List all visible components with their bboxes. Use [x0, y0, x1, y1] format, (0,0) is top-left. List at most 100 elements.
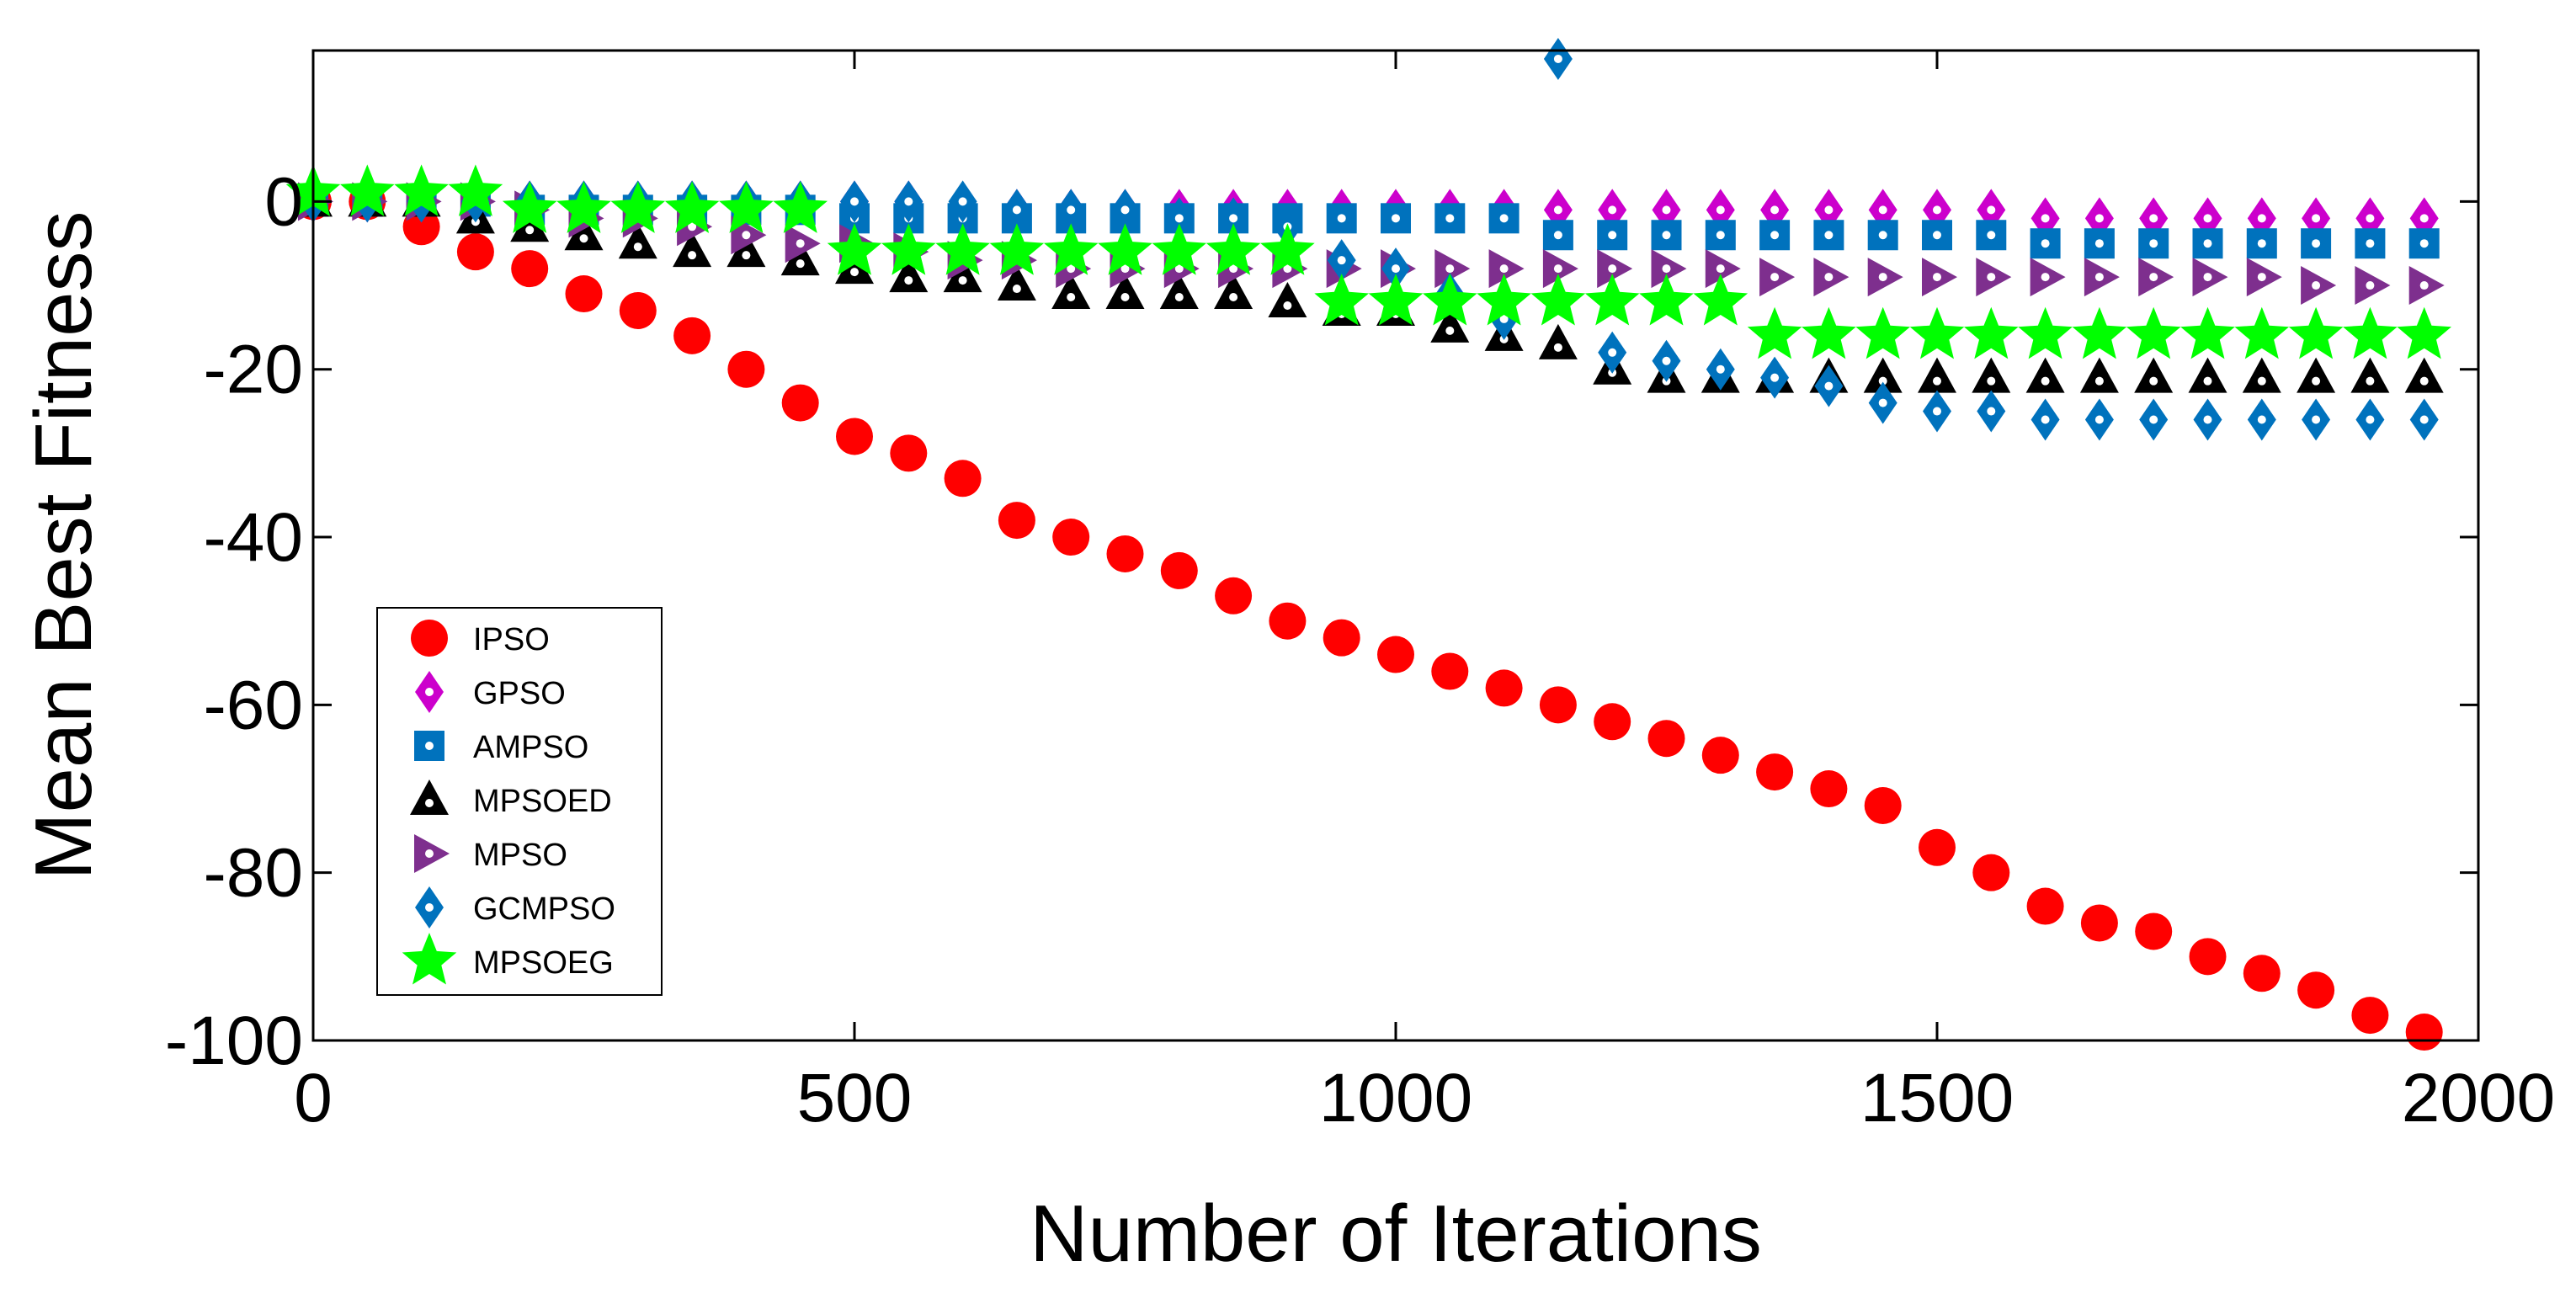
marker-mpsoed-1450 — [1863, 357, 1903, 393]
marker-mpsoed-1950-dot — [2419, 376, 2429, 386]
marker-mpsoed-1700-dot — [2149, 376, 2158, 386]
marker-mpsoed-1600 — [2025, 357, 2065, 393]
marker-ampso-950-dot — [1337, 214, 1346, 223]
marker-mpsoeg-50 — [340, 164, 395, 216]
marker-mpso-900-dot — [1283, 264, 1292, 274]
marker-mpsoed-900-dot — [1283, 301, 1292, 310]
marker-ipso-400 — [727, 350, 765, 388]
marker-mpsoed-500-dot — [850, 268, 859, 277]
marker-ipso-1350 — [1756, 753, 1794, 791]
marker-mpsoeg-750 — [1098, 223, 1152, 275]
legend-entry-mpso: MPSO — [414, 834, 567, 873]
marker-gcmpso-1400-dot — [1824, 381, 1834, 391]
marker-ipso-1050 — [1431, 652, 1469, 690]
marker-gpso-1700-dot — [2149, 214, 2158, 223]
marker-ipso-1500 — [1919, 828, 1956, 866]
marker-mpso-800-dot — [1174, 264, 1184, 274]
marker-ampso-1100-dot — [1499, 214, 1509, 223]
marker-mpsoeg-100 — [394, 164, 449, 216]
marker-gcmpso-550-dot — [904, 197, 913, 206]
marker-ampso-1250-dot — [1662, 231, 1671, 240]
marker-gpso-1550-dot — [1987, 205, 1996, 215]
legend-label: IPSO — [473, 622, 550, 657]
marker-gpso-1850-dot — [2312, 214, 2321, 223]
legend-marker-gcmpso-dot — [425, 903, 434, 912]
marker-mpso-1550-dot — [1987, 273, 1996, 282]
marker-ipso-850 — [1215, 577, 1253, 615]
marker-mpso-1450-dot — [1878, 273, 1887, 282]
marker-gcmpso-1450-dot — [1878, 398, 1887, 407]
marker-ampso-1850-dot — [2312, 239, 2321, 248]
marker-mpso-1400-dot — [1824, 273, 1834, 282]
marker-mpsoed-1450-dot — [1878, 376, 1887, 386]
marker-gpso-1600-dot — [2041, 214, 2050, 223]
marker-gcmpso-650-dot — [1012, 205, 1021, 215]
marker-gpso-1650-dot — [2094, 214, 2104, 223]
marker-mpsoeg-1200 — [1584, 274, 1640, 326]
marker-gcmpso-1950-dot — [2419, 415, 2429, 424]
marker-gcmpso-1700-dot — [2149, 415, 2158, 424]
marker-ampso-1150-dot — [1553, 231, 1562, 240]
marker-mpsoed-850 — [1214, 274, 1253, 310]
marker-mpsoed-800-dot — [1174, 293, 1184, 302]
marker-mpsoed-900 — [1268, 281, 1307, 317]
marker-gcmpso-800-dot — [1174, 214, 1184, 223]
marker-gpso-1950-dot — [2419, 214, 2429, 223]
marker-mpso-850-dot — [1229, 264, 1238, 274]
marker-mpso-1350-dot — [1770, 273, 1780, 282]
marker-mpsoed-250 — [564, 215, 604, 251]
marker-mpsoeg-1650 — [2072, 306, 2127, 359]
marker-ampso-1000-dot — [1392, 214, 1400, 223]
marker-mpso-1950-dot — [2419, 281, 2429, 290]
legend-marker-mpsoed — [410, 780, 449, 815]
marker-mpsoeg-1000 — [1368, 274, 1424, 326]
marker-ampso-1350-dot — [1770, 231, 1780, 240]
legend-label: MPSOEG — [473, 945, 614, 981]
x-tick-label: 1500 — [1860, 1060, 2014, 1136]
marker-mpsoed-1900-dot — [2366, 376, 2375, 386]
marker-ipso-1300 — [1701, 737, 1739, 774]
marker-gpso-1350-dot — [1770, 205, 1780, 215]
marker-mpsoed-600-dot — [958, 276, 967, 285]
marker-mpso-400-dot — [742, 231, 751, 240]
marker-ampso-1800-dot — [2257, 239, 2266, 248]
legend-label: MPSOED — [473, 784, 612, 819]
marker-mpsoed-1750-dot — [2203, 376, 2212, 386]
legend-label: MPSO — [473, 838, 567, 873]
marker-mpsoed-1700 — [2134, 357, 2174, 393]
marker-mpsoed-1800 — [2242, 357, 2281, 393]
legend-marker-ampso-dot — [425, 742, 434, 750]
marker-gcmpso-1250-dot — [1662, 356, 1671, 365]
marker-mpsoeg-1150 — [1530, 274, 1586, 326]
marker-ampso-1200-dot — [1608, 231, 1617, 240]
legend-entry-mpsoeg: MPSOEG — [402, 933, 614, 985]
marker-mpsoed-1950 — [2404, 357, 2444, 393]
y-tick-label: 0 — [264, 163, 303, 240]
marker-gcmpso-1800-dot — [2257, 415, 2266, 424]
marker-ampso-1050-dot — [1445, 214, 1455, 223]
marker-mpsoed-350-dot — [688, 251, 697, 260]
marker-ampso-1600-dot — [2041, 239, 2050, 248]
marker-gpso-1750-dot — [2203, 214, 2212, 223]
marker-ampso-1300-dot — [1716, 231, 1725, 240]
marker-mpsoeg-650 — [989, 223, 1045, 275]
marker-ipso-1100 — [1485, 669, 1523, 707]
marker-ipso-1450 — [1864, 786, 1902, 824]
marker-mpsoeg-300 — [610, 181, 666, 233]
marker-mpsoed-800 — [1159, 274, 1199, 310]
marker-gcmpso-1350-dot — [1770, 373, 1780, 382]
marker-ampso-1450-dot — [1878, 231, 1887, 240]
marker-mpsoeg-800 — [1152, 223, 1207, 275]
marker-gcmpso-1600-dot — [2041, 415, 2050, 424]
marker-ipso-1600 — [2026, 887, 2064, 925]
axis-ticks: 0 500 1000 1500 2000 0 -20 -40 -60 -80 -100 — [165, 51, 2555, 1136]
marker-mpsoeg-1700 — [2126, 306, 2181, 359]
marker-mpsoeg-600 — [935, 223, 990, 275]
marker-mpsoed-750 — [1105, 274, 1145, 310]
marker-mpsoed-1850 — [2297, 357, 2336, 393]
marker-mpsoed-1150-dot — [1553, 343, 1562, 352]
marker-mpsoeg-550 — [881, 223, 936, 275]
marker-gcmpso-1850-dot — [2312, 415, 2321, 424]
marker-gcmpso-600-dot — [958, 197, 967, 206]
